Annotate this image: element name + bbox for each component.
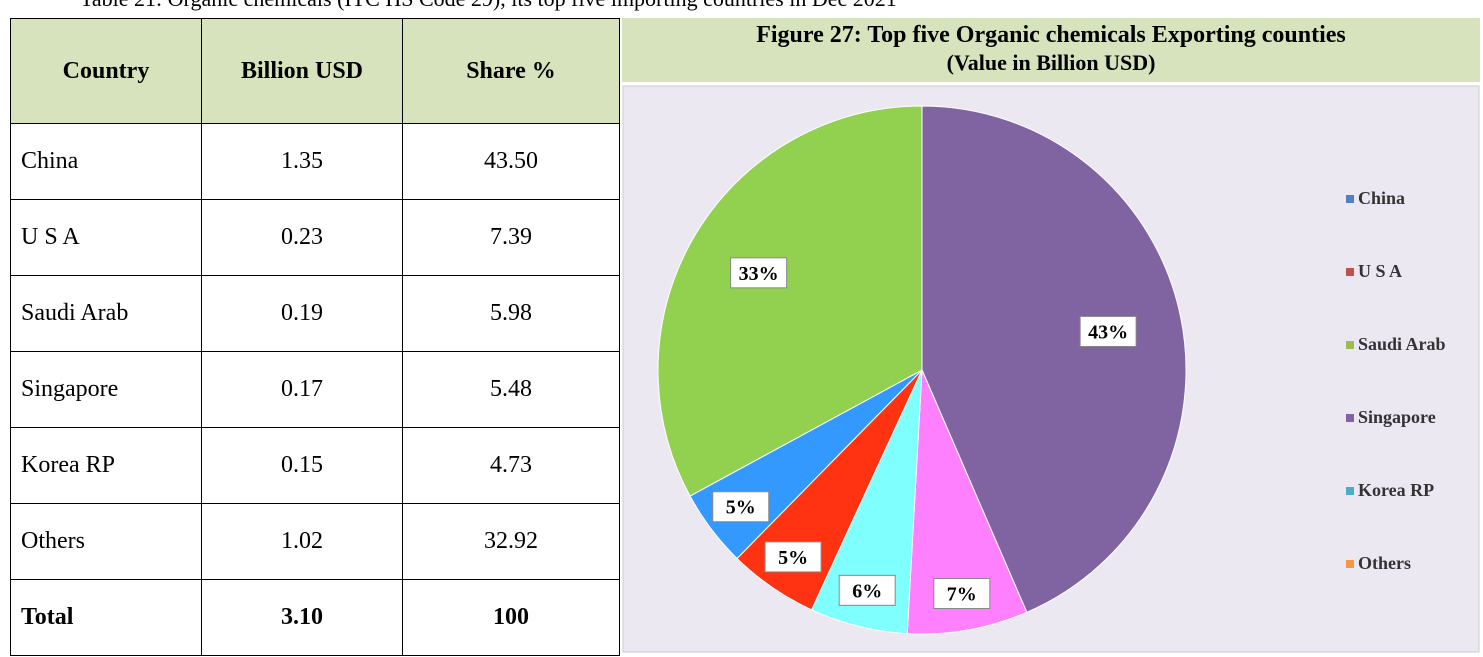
title-box [622,18,1480,82]
legend-swatch [1346,341,1354,349]
legend-label: Saudi Arab [1358,334,1446,354]
data-label: 33% [739,263,779,285]
data-label: 5% [778,547,808,569]
cell: 32.92 [402,503,620,580]
cell: 1.02 [201,503,403,580]
label-box [730,257,788,289]
pie-slice [921,105,1187,613]
cell: 43.50 [402,123,620,200]
label-box [838,574,896,606]
data-label: 5% [726,497,756,519]
cell: 0.15 [201,427,403,504]
legend-swatch [1346,195,1354,203]
legend-label: Others [1358,553,1411,573]
label-box [764,541,822,573]
chart-subtitle: (Value in Billion USD) [947,50,1156,75]
cell: 7.39 [402,199,620,276]
header-cell: Billion USD [201,18,403,124]
cell: Total [10,579,202,656]
pie-slice [657,105,923,497]
legend-swatch [1346,487,1354,495]
legend-label: China [1358,188,1405,208]
header-cell: Country [10,18,202,124]
caption: Table 21: Organic chemicals (ITC HS Code… [80,0,897,12]
legend-label: Singapore [1358,407,1436,427]
legend-swatch [1346,268,1354,276]
chart-panel: Figure 27: Top five Organic chemicals Ex… [622,18,1480,653]
cell: 5.98 [402,275,620,352]
cell: 1.35 [201,123,403,200]
cell: 3.10 [201,579,403,656]
cell: Singapore [10,351,202,428]
pie-slice [906,369,1028,635]
data-label: 43% [1088,321,1128,343]
data-label: 7% [947,584,977,606]
legend-label: Korea RP [1358,480,1434,500]
header-cell: Share % [402,18,620,124]
cell: Others [10,503,202,580]
legend-swatch [1346,560,1354,568]
cell: Korea RP [10,427,202,504]
cell: 100 [402,579,620,656]
label-box [933,578,991,610]
cell: 5.48 [402,351,620,428]
cell: China [10,123,202,200]
cell: 0.17 [201,351,403,428]
cell: U S A [10,199,202,276]
data-table: Country Billion USD Share % China 1.35 43.… [10,18,620,656]
cell: Saudi Arab [10,275,202,352]
label-box [1079,315,1137,347]
legend-swatch [1346,414,1354,422]
cell: 0.19 [201,275,403,352]
chart-title: Figure 27: Top five Organic chemicals Ex… [756,22,1346,48]
cell: 0.23 [201,199,403,276]
label-box [712,491,770,523]
data-label: 6% [852,580,882,602]
legend-label: U S A [1358,261,1402,281]
cell: 4.73 [402,427,620,504]
